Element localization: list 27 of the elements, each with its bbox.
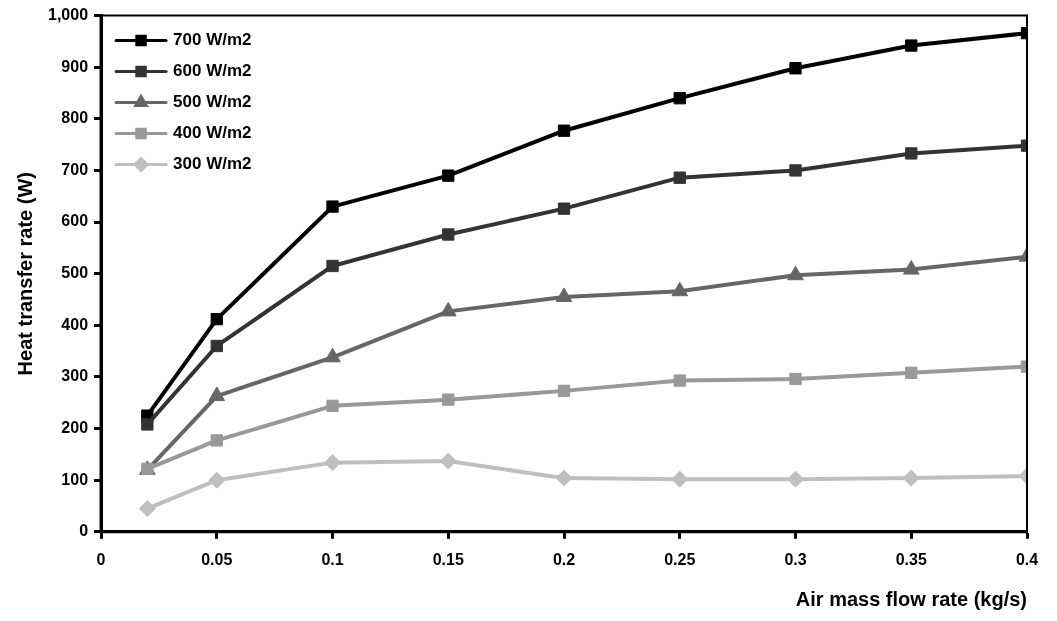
y-tick-label: 800 [61,109,89,127]
x-tick-label: 0.25 [664,550,696,568]
y-tick-label: 0 [79,522,89,540]
x-tick-label: 0.05 [201,550,233,568]
x-axis-title: Air mass flow rate (kg/s) [795,587,1027,610]
y-tick-label: 1,000 [47,6,89,24]
y-tick-label: 700 [61,160,89,178]
y-tick-label: 100 [61,470,89,488]
x-tick-label: 0.3 [784,550,807,568]
y-axis-title: Heat transfer rate (W) [13,172,36,376]
x-tick-label: 0.35 [895,550,927,568]
y-tick-label: 600 [61,212,89,230]
legend-label: 600 W/m2 [173,61,252,81]
y-tick-label: 400 [61,315,89,333]
y-tick-label: 900 [61,57,89,75]
y-tick-label: 200 [61,418,89,436]
legend-label: 300 W/m2 [173,154,252,174]
x-tick-label: 0.1 [321,550,344,568]
x-tick-label: 0.2 [552,550,576,568]
y-tick-label: 300 [61,367,89,385]
y-tick-label: 500 [61,264,89,282]
legend-label: 400 W/m2 [173,123,252,143]
x-tick-label: 0 [96,550,106,568]
x-tick-label: 0.4 [1015,550,1039,568]
legend-label: 700 W/m2 [173,30,252,50]
legend-label: 500 W/m2 [173,92,252,112]
x-tick-label: 0.15 [432,550,464,568]
